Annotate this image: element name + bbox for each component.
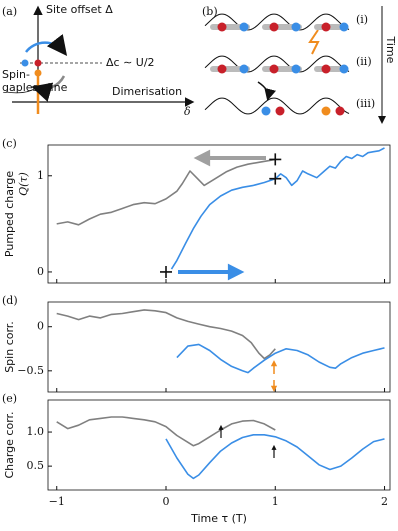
- panel-label: (c): [2, 137, 17, 150]
- plot-frame: [47, 144, 391, 284]
- series-line: [170, 147, 385, 270]
- y-axis-label: Charge corr.: [3, 411, 16, 478]
- y-tick-label: 1.0: [27, 425, 45, 438]
- arrow-head: [270, 360, 278, 367]
- atom: [291, 64, 301, 74]
- series-line: [56, 158, 276, 226]
- lattice: [204, 13, 350, 31]
- atom: [335, 106, 345, 116]
- annotation: gapless line: [2, 81, 68, 94]
- atom: [321, 106, 331, 116]
- x-tick-label: 0: [163, 495, 170, 508]
- series-line: [56, 309, 276, 360]
- arrow-head: [218, 424, 224, 430]
- atom: [321, 64, 331, 74]
- annotation: Spin-: [2, 68, 30, 81]
- atom: [269, 22, 279, 32]
- atom: [239, 22, 249, 32]
- plot-frame: [47, 399, 391, 491]
- panel-label: (b): [202, 5, 218, 18]
- diagram-b: (b) (i) (ii) (iii) Time: [202, 5, 397, 124]
- x-axis-label: Time τ (T): [190, 512, 247, 525]
- atom: [261, 106, 271, 116]
- plot-frame: [47, 301, 391, 393]
- y-tick-label: 0: [37, 265, 44, 278]
- x-tick-label: −1: [49, 495, 65, 508]
- row-label: (ii): [356, 55, 372, 68]
- lattice: [204, 97, 350, 115]
- axis-label: Dimerisation: [112, 85, 182, 98]
- x-tick-label: 1: [272, 495, 279, 508]
- arrow-head: [271, 444, 277, 450]
- y-tick-label: −0.5: [17, 364, 44, 377]
- atom: [339, 64, 349, 74]
- y-axis-label: Spin corr.: [3, 321, 16, 373]
- axis-symbol: δ: [184, 105, 191, 118]
- arrow-head: [193, 149, 211, 167]
- x-tick-label: 2: [381, 495, 388, 508]
- diagram-a: (a) Site offset Δ Δc ∼ U/2 Spin- gapless…: [2, 3, 195, 118]
- charts: (c) Pumped charge Q(τ) 0 1 (d) Spin corr. −0.5 0…: [2, 137, 391, 525]
- row-label: (i): [356, 13, 368, 26]
- row-label: (iii): [356, 97, 375, 110]
- annotation: Δc ∼ U/2: [106, 56, 155, 69]
- axis-label: Time: [384, 36, 397, 64]
- y-tick-label: 0.5: [27, 459, 45, 472]
- panel-label: (d): [2, 294, 18, 307]
- lattice: [204, 55, 350, 73]
- series-line: [165, 434, 385, 480]
- panel-label: (e): [2, 392, 17, 405]
- series-line: [56, 416, 276, 447]
- y-axis-label: Pumped charge: [3, 171, 16, 257]
- marker: [160, 265, 173, 278]
- atom: [275, 106, 285, 116]
- atom: [339, 22, 349, 32]
- panel-label: (a): [2, 5, 17, 18]
- axis-label: Site offset Δ: [46, 3, 113, 16]
- y-tick-label: 0: [37, 320, 44, 333]
- series-line: [176, 343, 385, 374]
- atom: [321, 22, 331, 32]
- marker: [269, 172, 282, 185]
- atom: [269, 64, 279, 74]
- atom: [239, 64, 249, 74]
- arrow-head: [270, 385, 278, 392]
- atom: [291, 22, 301, 32]
- marker: [269, 153, 282, 166]
- atom: [217, 22, 227, 32]
- y-axis-symbol: Q(τ): [17, 172, 30, 196]
- arrow-head: [227, 263, 245, 281]
- atom: [217, 64, 227, 74]
- y-tick-label: 1: [37, 169, 44, 182]
